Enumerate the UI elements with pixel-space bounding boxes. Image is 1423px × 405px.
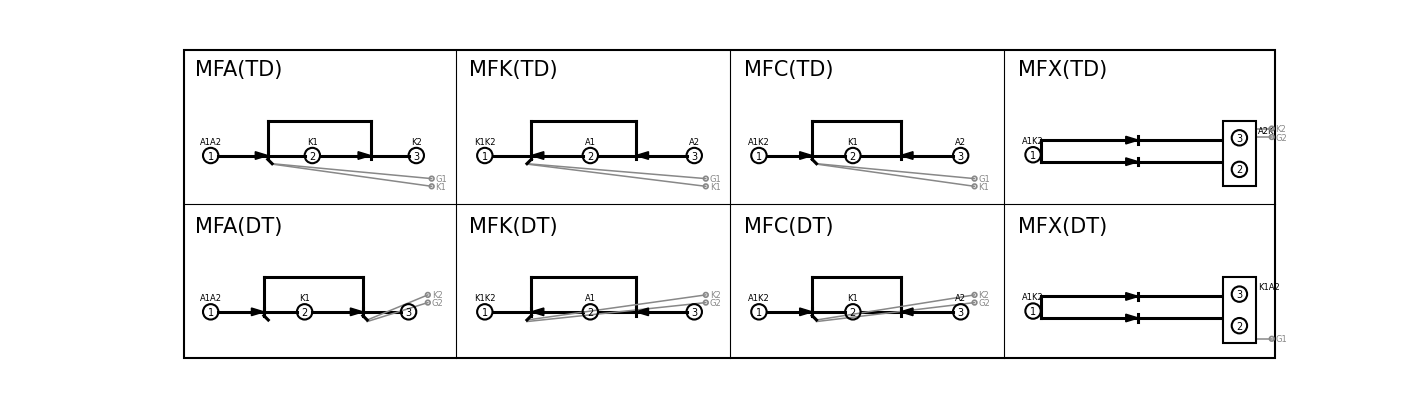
Text: K1: K1: [307, 137, 317, 146]
Polygon shape: [636, 308, 649, 316]
Polygon shape: [531, 152, 544, 160]
Text: MFC(DT): MFC(DT): [744, 216, 832, 236]
Text: 1: 1: [208, 307, 213, 317]
Text: 1: 1: [756, 307, 761, 317]
Text: K2: K2: [1275, 125, 1286, 134]
Text: 3: 3: [958, 307, 963, 317]
Text: 3: 3: [692, 307, 697, 317]
Polygon shape: [901, 152, 914, 160]
Text: A2: A2: [689, 137, 700, 146]
Text: 1: 1: [1030, 150, 1036, 160]
Text: 1: 1: [482, 151, 488, 161]
Text: 3: 3: [413, 151, 420, 161]
Text: 2: 2: [302, 307, 307, 317]
Text: K1K2: K1K2: [474, 137, 495, 146]
Text: G2: G2: [1275, 133, 1288, 142]
Polygon shape: [636, 152, 649, 160]
Text: 1: 1: [756, 151, 761, 161]
Text: A1A2: A1A2: [199, 137, 222, 146]
Text: 1: 1: [482, 307, 488, 317]
Text: G2: G2: [431, 298, 444, 307]
Polygon shape: [1126, 293, 1138, 301]
Text: MFC(TD): MFC(TD): [744, 60, 832, 80]
Text: A1: A1: [585, 293, 596, 302]
Text: K2: K2: [431, 291, 443, 300]
Polygon shape: [800, 308, 813, 316]
Text: K1K2: K1K2: [474, 293, 495, 302]
Text: G1: G1: [1275, 335, 1288, 343]
Text: 2: 2: [309, 151, 316, 161]
Text: 2: 2: [1237, 321, 1242, 331]
Text: A1K2: A1K2: [1022, 292, 1044, 301]
Polygon shape: [800, 152, 813, 160]
Text: K1: K1: [299, 293, 310, 302]
Bar: [1224, 122, 1255, 187]
Polygon shape: [531, 308, 544, 316]
Text: G2: G2: [710, 298, 721, 307]
Text: 2: 2: [588, 307, 593, 317]
Polygon shape: [255, 152, 268, 160]
Text: A2: A2: [955, 137, 966, 146]
Text: 2: 2: [588, 151, 593, 161]
Polygon shape: [1126, 314, 1138, 322]
Text: A2: A2: [955, 293, 966, 302]
Polygon shape: [350, 308, 363, 316]
Polygon shape: [252, 308, 263, 316]
Text: K1A2: K1A2: [1258, 282, 1279, 291]
Text: K2: K2: [710, 291, 720, 300]
Text: 2: 2: [850, 307, 857, 317]
Text: MFA(TD): MFA(TD): [195, 60, 283, 80]
Text: K2: K2: [411, 137, 421, 146]
Text: MFK(DT): MFK(DT): [470, 216, 558, 236]
Text: G1: G1: [710, 175, 721, 183]
Text: A1K2: A1K2: [748, 137, 770, 146]
Text: 3: 3: [958, 151, 963, 161]
Text: 2: 2: [850, 151, 857, 161]
Text: 2: 2: [1237, 165, 1242, 175]
Text: K1: K1: [710, 182, 720, 191]
Text: K1: K1: [848, 293, 858, 302]
Text: K2: K2: [979, 291, 989, 300]
Polygon shape: [359, 152, 370, 160]
Text: MFK(TD): MFK(TD): [470, 60, 558, 80]
Text: K1: K1: [435, 182, 447, 191]
Text: 1: 1: [208, 151, 213, 161]
Text: A1A2: A1A2: [199, 293, 222, 302]
Text: G1: G1: [435, 175, 447, 183]
Text: 3: 3: [1237, 134, 1242, 143]
Text: K1: K1: [848, 137, 858, 146]
Text: 3: 3: [406, 307, 411, 317]
Text: A1K2: A1K2: [1022, 136, 1044, 145]
Text: MFX(DT): MFX(DT): [1017, 216, 1107, 236]
Bar: [1224, 277, 1255, 343]
Text: K1: K1: [979, 182, 989, 191]
Text: 3: 3: [1237, 290, 1242, 299]
Text: A1: A1: [585, 137, 596, 146]
Polygon shape: [1126, 137, 1138, 145]
Text: MFA(DT): MFA(DT): [195, 216, 283, 236]
Text: G1: G1: [979, 175, 990, 183]
Text: A1K2: A1K2: [748, 293, 770, 302]
Text: 3: 3: [692, 151, 697, 161]
Text: A2K: A2K: [1258, 126, 1275, 135]
Text: G2: G2: [979, 298, 990, 307]
Text: 1: 1: [1030, 306, 1036, 316]
Polygon shape: [901, 308, 914, 316]
Text: MFX(TD): MFX(TD): [1017, 60, 1107, 80]
Polygon shape: [1126, 158, 1138, 166]
